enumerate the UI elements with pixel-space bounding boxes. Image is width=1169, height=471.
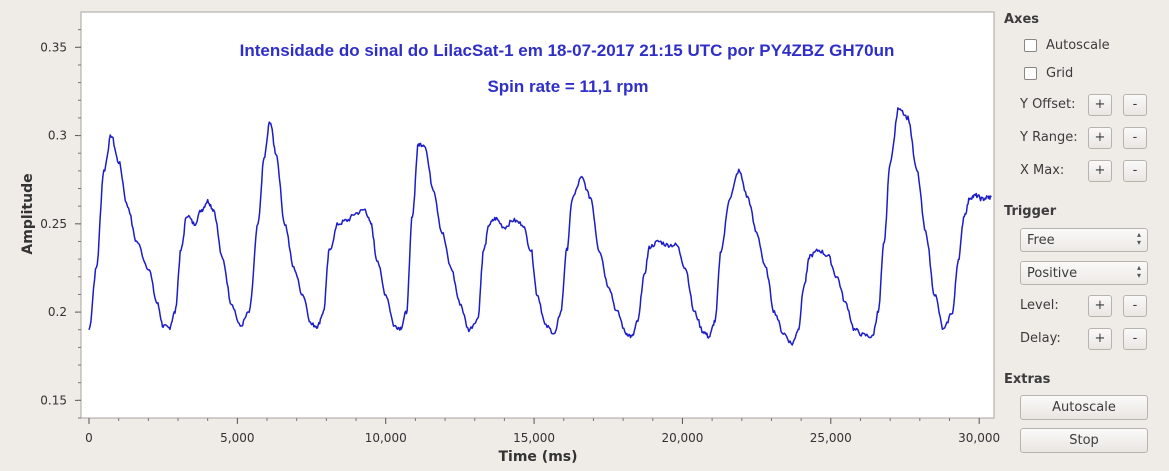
- y-range-minus-button[interactable]: -: [1123, 127, 1147, 149]
- trigger-mode-value: Free: [1027, 233, 1055, 248]
- plot-area[interactable]: 0 5,000 10,000 15,000 20,000 25,000 30,000 0.1…: [0, 0, 1000, 471]
- annotation-spin-rate: Spin rate = 11,1 rpm: [487, 77, 648, 96]
- y-tick-label: 0.15: [40, 393, 67, 407]
- x-tick-label: 0: [85, 431, 93, 445]
- x-axis-label: Time (ms): [498, 449, 577, 465]
- y-offset-row: Y Offset: + -: [1020, 94, 1160, 116]
- x-max-plus-button[interactable]: +: [1088, 160, 1112, 182]
- trigger-mode-select[interactable]: Free ▴ ▾: [1020, 228, 1148, 252]
- x-tick-label: 30,000: [958, 431, 1000, 445]
- y-offset-label: Y Offset:: [1020, 97, 1076, 112]
- trigger-section-title: Trigger: [1004, 204, 1057, 219]
- delay-label: Delay:: [1020, 331, 1061, 346]
- level-minus-button[interactable]: -: [1123, 295, 1147, 317]
- updown-arrows-icon: ▴ ▾: [1136, 230, 1141, 247]
- x-max-label: X Max:: [1020, 163, 1065, 178]
- checkbox-box[interactable]: [1024, 39, 1037, 52]
- level-row: Level: + -: [1020, 295, 1160, 317]
- autoscale-button[interactable]: Autoscale: [1020, 395, 1148, 420]
- extras-section-title: Extras: [1004, 372, 1051, 387]
- y-tick-label: 0.25: [40, 217, 67, 231]
- x-tick-label: 10,000: [365, 431, 407, 445]
- autoscale-checkbox-label: Autoscale: [1046, 38, 1110, 53]
- signal-trace: [88, 107, 992, 346]
- y-range-label: Y Range:: [1020, 130, 1078, 145]
- updown-arrows-icon: ▴ ▾: [1136, 263, 1141, 280]
- axes-section-title: Axes: [1004, 12, 1040, 27]
- y-tick-label: 0.3: [48, 129, 67, 143]
- y-offset-plus-button[interactable]: +: [1088, 94, 1112, 116]
- y-axis: 0.15 0.2 0.25 0.3 0.35: [40, 29, 81, 419]
- plot-frame: [80, 11, 995, 419]
- x-tick-label: 20,000: [661, 431, 703, 445]
- y-axis-label: Amplitude: [20, 173, 36, 254]
- x-max-row: X Max: + -: [1020, 160, 1160, 182]
- delay-minus-button[interactable]: -: [1123, 328, 1147, 350]
- checkbox-box[interactable]: [1024, 67, 1037, 80]
- x-max-minus-button[interactable]: -: [1123, 160, 1147, 182]
- plot-canvas[interactable]: 0 5,000 10,000 15,000 20,000 25,000 30,000 0.1…: [0, 0, 1000, 471]
- control-panel: Axes Autoscale Grid Y Offset: + - Y Rang…: [998, 0, 1169, 471]
- delay-plus-button[interactable]: +: [1088, 328, 1112, 350]
- level-plus-button[interactable]: +: [1088, 295, 1112, 317]
- x-tick-label: 15,000: [513, 431, 555, 445]
- grid-checkbox-label: Grid: [1046, 66, 1074, 81]
- autoscale-checkbox[interactable]: Autoscale: [1024, 38, 1110, 53]
- stop-button[interactable]: Stop: [1020, 428, 1148, 453]
- annotation-title: Intensidade do sinal do LilacSat-1 em 18…: [240, 41, 895, 60]
- delay-row: Delay: + -: [1020, 328, 1160, 350]
- y-tick-label: 0.2: [48, 305, 67, 319]
- x-axis: 0 5,000 10,000 15,000 20,000 25,000 30,000: [85, 418, 1000, 445]
- level-label: Level:: [1020, 298, 1059, 313]
- x-tick-label: 25,000: [810, 431, 852, 445]
- trigger-slope-select[interactable]: Positive ▴ ▾: [1020, 261, 1148, 285]
- y-range-row: Y Range: + -: [1020, 127, 1160, 149]
- y-offset-minus-button[interactable]: -: [1123, 94, 1147, 116]
- y-range-plus-button[interactable]: +: [1088, 127, 1112, 149]
- grid-checkbox[interactable]: Grid: [1024, 66, 1073, 81]
- y-tick-label: 0.35: [40, 40, 67, 54]
- x-tick-label: 5,000: [220, 431, 254, 445]
- trigger-slope-value: Positive: [1027, 266, 1078, 281]
